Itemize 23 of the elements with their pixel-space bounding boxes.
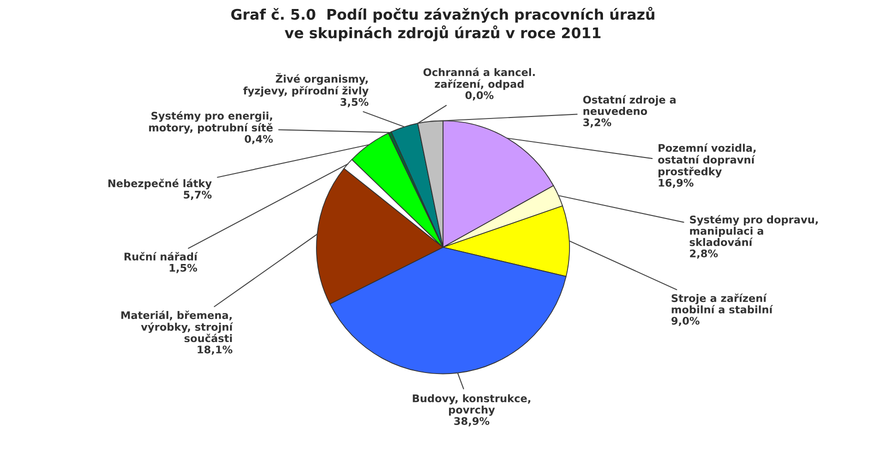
data-label: 9,0%: [671, 316, 700, 326]
slice-label: Materiál, břemena, výrobky, strojní součásti: [121, 310, 234, 342]
slice-label: Živé organismy, fyzjevy, přírodní živly: [243, 72, 369, 97]
chart-title: Graf č. 5.0 Podíl počtu závažných pracovních úrazů ve skupinách zdrojů úrazů v roce 2011: [231, 6, 654, 42]
data-label: 2,8%: [690, 249, 718, 259]
data-label: 18,1%: [198, 346, 232, 355]
slice-label: Ostatní zdroje a neuvedeno: [583, 95, 676, 115]
data-label: 0,4%: [244, 134, 273, 144]
data-label: 3,2%: [583, 118, 612, 128]
category-label: Ochranná a kancel. zařízení, odpad: [423, 68, 535, 90]
data-label: 1,5%: [170, 264, 198, 274]
slice-label: Nebezpečné látky: [108, 178, 212, 190]
slice-label: Budovy, konstrukce, povrchy: [412, 394, 530, 416]
slice-label: Pozemní vozidla, ostatní dopravní prostředky: [658, 143, 756, 178]
slice-label: Systémy pro dopravu, manipulaci a skladování: [690, 214, 818, 246]
data-label: 3,5%: [340, 98, 368, 108]
data-label: 16,9%: [658, 178, 694, 188]
slice-label: Stroje a zařízení mobilní a stabilní: [672, 294, 774, 314]
slice-label: Ruční nářadí: [124, 252, 198, 260]
data-label: 38,9%: [454, 417, 490, 426]
data-label: 5,7%: [184, 190, 212, 200]
slice-label: Systémy pro energii, motory, potrubní sítě: [149, 111, 273, 134]
text: 0,0%: [465, 91, 494, 100]
